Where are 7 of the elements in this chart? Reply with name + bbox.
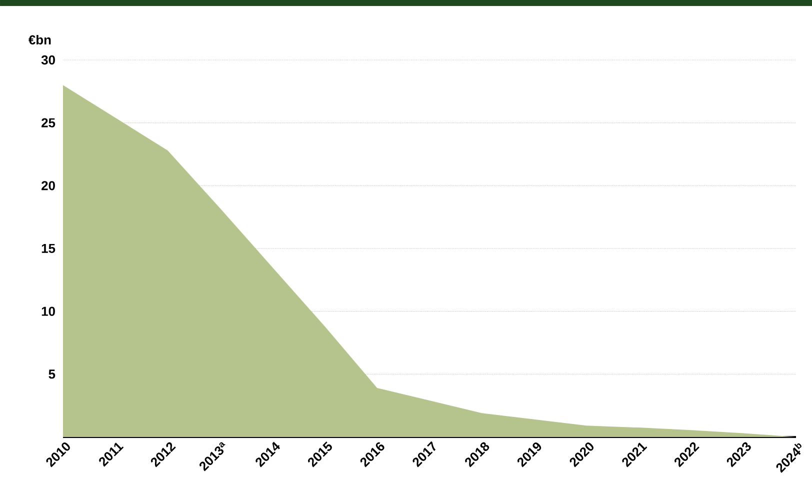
y-tick-label: 20	[42, 181, 55, 190]
y-tick-label: 25	[42, 118, 56, 128]
y-tick-label: 10	[42, 306, 55, 316]
y-axis-title: €bn	[28, 34, 51, 44]
y-tick-label: 15	[42, 244, 56, 254]
y-tick-label: 5	[48, 370, 56, 379]
y-tick-label: 30	[41, 55, 55, 65]
